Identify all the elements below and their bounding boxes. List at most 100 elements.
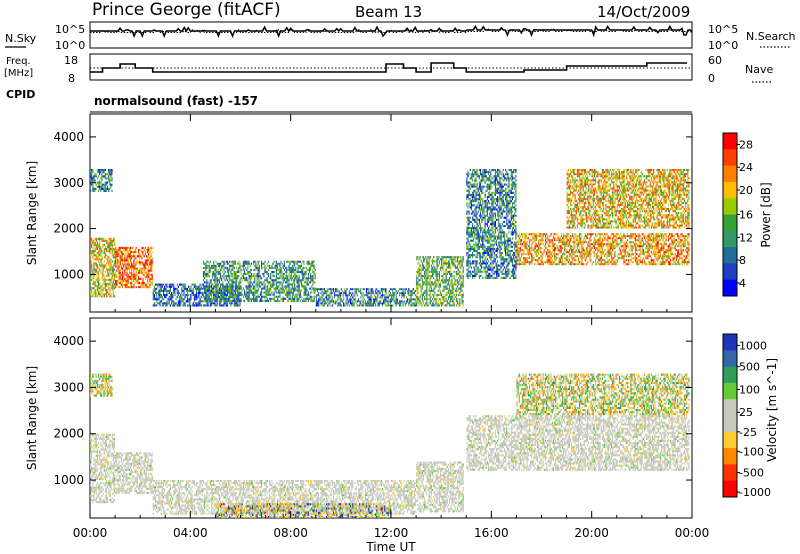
power-cell xyxy=(494,216,496,219)
power-cell xyxy=(231,293,233,296)
power-cell xyxy=(311,299,313,302)
power-cell xyxy=(495,256,498,259)
power-cell xyxy=(493,258,495,261)
noise-left-tick-top: 10^5 xyxy=(55,23,85,36)
power-cell xyxy=(121,267,124,270)
power-cell xyxy=(282,297,284,300)
power-cell xyxy=(444,279,446,282)
power-cell xyxy=(486,268,488,271)
power-cell xyxy=(441,275,443,278)
power-cell xyxy=(153,304,155,307)
power-cell xyxy=(500,260,502,263)
power-cell xyxy=(139,257,141,260)
power-cell xyxy=(450,281,452,284)
power-cell xyxy=(102,274,104,277)
power-cell xyxy=(159,289,161,292)
power-cell xyxy=(467,247,469,250)
power-cell xyxy=(140,263,142,266)
power-cell xyxy=(273,271,275,274)
noise-traces xyxy=(90,24,693,39)
power-cell xyxy=(132,275,134,278)
power-cell xyxy=(287,268,289,271)
power-cell xyxy=(213,297,215,300)
power-cell xyxy=(478,254,480,257)
power-cell xyxy=(215,277,217,280)
power-cell xyxy=(483,245,485,248)
power-cell xyxy=(490,223,492,226)
power-cell xyxy=(210,283,213,286)
power-cell xyxy=(311,297,313,300)
power-cell xyxy=(323,290,325,293)
power-cell xyxy=(497,173,499,176)
power-cell xyxy=(479,262,482,265)
power-cell xyxy=(478,193,480,196)
power-cell xyxy=(240,293,242,296)
power-cell xyxy=(133,261,135,264)
power-cell xyxy=(435,275,437,278)
power-cell xyxy=(201,294,203,297)
power-cell xyxy=(491,239,493,242)
power-cell xyxy=(275,268,277,271)
power-cell xyxy=(90,183,92,186)
power-cell xyxy=(419,285,421,288)
power-cell xyxy=(497,189,499,192)
power-cell xyxy=(177,285,179,288)
power-cell xyxy=(261,287,263,290)
power-cell xyxy=(120,265,122,268)
power-cell xyxy=(294,260,296,263)
power-cell xyxy=(93,283,95,286)
power-cell xyxy=(101,289,103,292)
power-cell xyxy=(120,273,122,276)
power-cell xyxy=(95,285,97,288)
power-cell xyxy=(305,285,307,288)
power-cell xyxy=(269,293,271,296)
power-cell xyxy=(417,262,419,265)
power-cell xyxy=(327,304,329,307)
power-cell xyxy=(201,283,203,286)
power-cell xyxy=(176,289,178,292)
power-cell xyxy=(493,206,495,209)
power-cell xyxy=(477,231,479,234)
power-cell xyxy=(458,302,460,305)
power-cell xyxy=(307,291,309,294)
power-cell xyxy=(462,304,464,307)
power-cell xyxy=(330,292,332,295)
power-cell xyxy=(225,294,227,297)
power-cell xyxy=(121,263,124,266)
power-cell xyxy=(108,268,110,271)
power-cell xyxy=(95,291,97,294)
power-cell xyxy=(499,264,501,267)
power-cell xyxy=(135,269,137,272)
power-cell xyxy=(278,285,280,288)
power-cell xyxy=(469,247,471,250)
power-cell xyxy=(368,290,370,293)
power-cell xyxy=(472,177,474,180)
power-cell xyxy=(194,296,197,299)
power-cell xyxy=(233,304,235,307)
power-cell xyxy=(497,191,499,194)
power-cell xyxy=(449,289,451,292)
power-cell xyxy=(475,249,477,252)
power-cell xyxy=(462,266,464,269)
power-cell xyxy=(434,298,436,301)
power-cell xyxy=(285,266,287,269)
power-cell xyxy=(205,262,207,265)
power-cell xyxy=(90,280,92,283)
power-cell xyxy=(277,262,279,265)
power-cell xyxy=(120,279,122,282)
power-cell xyxy=(417,277,419,280)
power-cell xyxy=(436,283,438,286)
power-cell xyxy=(311,262,313,265)
power-cell xyxy=(171,285,173,288)
power-cell xyxy=(468,216,470,219)
power-cell xyxy=(472,276,474,279)
power-cell xyxy=(484,206,486,209)
power-cell xyxy=(98,260,100,263)
power-cell xyxy=(216,287,218,290)
power-cell xyxy=(204,262,206,265)
power-cell xyxy=(375,288,377,291)
power-cell xyxy=(300,295,303,298)
power-cell xyxy=(451,298,453,301)
power-cell xyxy=(151,261,153,264)
power-cell xyxy=(506,274,508,277)
